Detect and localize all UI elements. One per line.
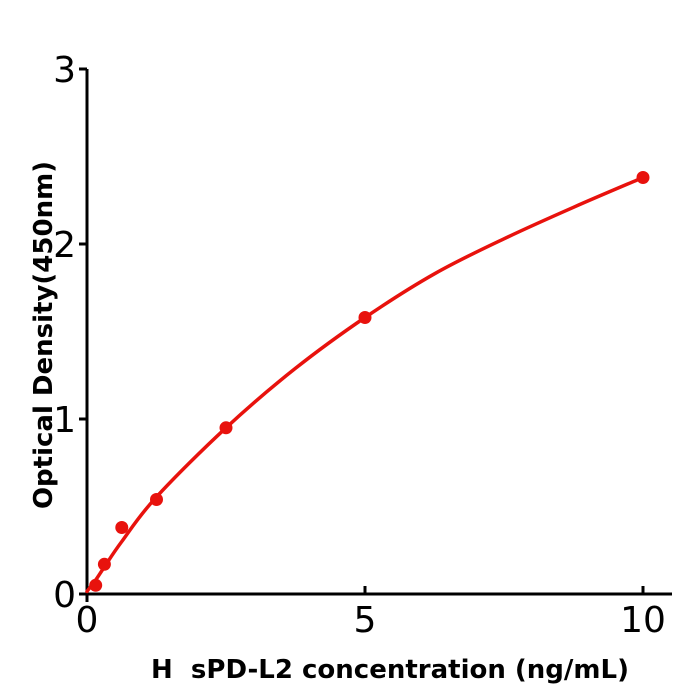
y-tick-label: 2 [53,225,76,266]
data-point-marker [358,311,372,324]
x-axis-ticks: 0 5 10 [76,586,666,641]
y-tick-label: 1 [53,400,76,441]
x-tick-label: 0 [76,600,99,641]
x-axis-title: H sPD-L2 concentration (ng/mL) [151,655,629,685]
series-layer [85,171,650,594]
y-axis-title: Optical Density(450nm) [29,161,59,509]
data-point-marker [219,421,233,435]
y-tick-label: 3 [53,50,76,91]
plot-axes: 0 5 10 0 1 2 3 [53,50,672,641]
data-point-marker [150,493,163,506]
data-point-marker [97,557,111,571]
data-point-marker [115,521,129,534]
fit-curve-line [85,175,645,594]
data-point-marker [89,578,103,592]
y-axis-ticks: 0 1 2 3 [53,50,87,616]
data-point-marker [636,171,650,184]
y-tick-label: 0 [53,575,76,616]
x-tick-label: 5 [354,600,377,641]
x-tick-label: 10 [620,600,666,641]
